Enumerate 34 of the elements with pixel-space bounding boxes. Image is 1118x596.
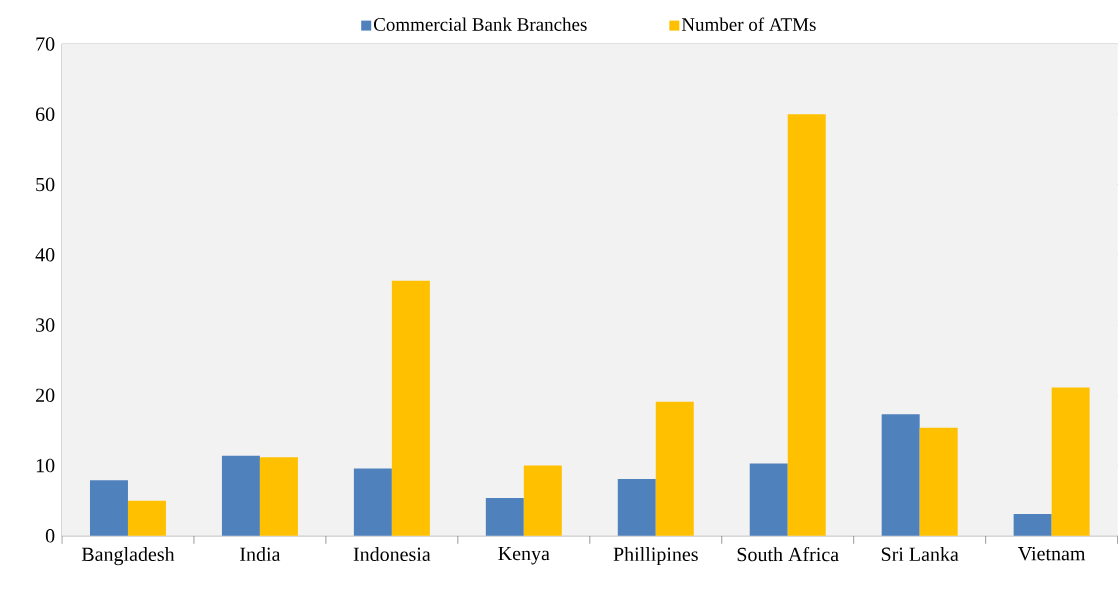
x-tick-label: Bangladesh: [81, 547, 175, 566]
bar: [1013, 514, 1052, 536]
bar: [655, 401, 694, 536]
bar: [221, 455, 260, 536]
x-tick-label: South Africa: [737, 547, 839, 562]
bar: [127, 500, 166, 536]
y-tick-label: 0: [45, 529, 55, 543]
bar: [749, 463, 788, 536]
bar: [391, 280, 430, 536]
y-tick-label: 50: [36, 177, 55, 192]
bar: [919, 427, 958, 536]
x-tick-label: Kenya: [498, 547, 550, 565]
y-tick-label: 20: [36, 388, 55, 403]
legend-label: Number of ATMs: [681, 17, 816, 32]
y-tick-label: 30: [36, 318, 55, 332]
bar: [89, 480, 128, 536]
y-tick-label: 60: [35, 107, 55, 122]
bar: [523, 465, 562, 536]
y-tick-label: 70: [36, 37, 55, 51]
bar: [259, 457, 298, 536]
x-tick-label: India: [240, 547, 281, 562]
legend-label: Commercial Bank Branches: [373, 17, 587, 31]
x-tick-label: Vietnam: [1018, 547, 1086, 561]
y-tick-label: 10: [36, 458, 55, 473]
bar: [881, 414, 920, 536]
bar: [485, 497, 524, 536]
bar: [1051, 387, 1090, 536]
x-tick-label: Sri Lanka: [881, 547, 959, 562]
x-tick-label: Indonesia: [353, 547, 431, 562]
x-tick-label: Phillipines: [613, 547, 698, 566]
bar: [617, 479, 656, 536]
y-tick-label: 40: [35, 248, 55, 262]
bar: [787, 114, 826, 536]
bar: [353, 468, 392, 536]
